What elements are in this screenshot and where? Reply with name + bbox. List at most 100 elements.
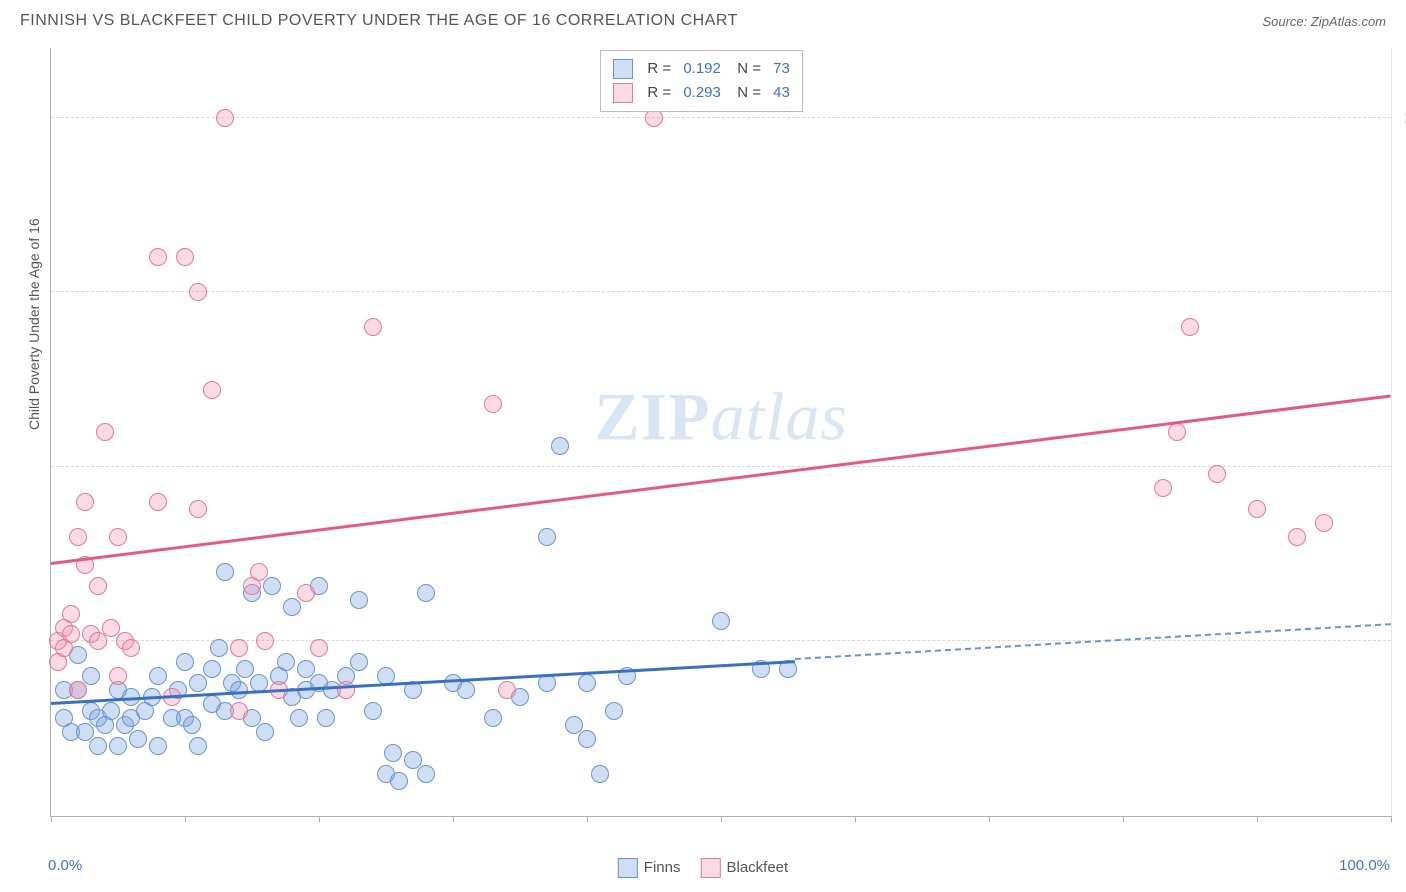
data-point	[230, 639, 248, 657]
data-point	[109, 528, 127, 546]
data-point	[189, 283, 207, 301]
data-point	[62, 625, 80, 643]
data-point	[189, 737, 207, 755]
scatter-chart: ZIPatlas 25.0%50.0%75.0%100.0%R = 0.192 …	[50, 48, 1392, 817]
data-point	[283, 598, 301, 616]
data-point	[297, 584, 315, 602]
x-tick	[1391, 816, 1392, 822]
data-point	[69, 528, 87, 546]
data-point	[149, 667, 167, 685]
data-point	[404, 751, 422, 769]
data-point	[216, 563, 234, 581]
legend-row: R = 0.192 N = 73	[613, 57, 789, 81]
data-point	[364, 702, 382, 720]
gridline	[51, 291, 1391, 292]
data-point	[176, 653, 194, 671]
legend-swatch	[700, 858, 720, 878]
data-point	[122, 639, 140, 657]
data-point	[578, 674, 596, 692]
data-point	[297, 660, 315, 678]
data-point	[578, 730, 596, 748]
data-point	[457, 681, 475, 699]
data-point	[290, 709, 308, 727]
x-tick	[1257, 816, 1258, 822]
gridline	[51, 640, 1391, 641]
data-point	[417, 584, 435, 602]
data-point	[89, 577, 107, 595]
y-axis-label: Child Poverty Under the Age of 16	[26, 218, 42, 430]
legend-n-value: 43	[773, 81, 790, 105]
data-point	[310, 639, 328, 657]
legend-swatch	[613, 59, 633, 79]
data-point	[364, 318, 382, 336]
data-point	[498, 681, 516, 699]
data-point	[62, 605, 80, 623]
legend-item: Finns	[618, 858, 681, 878]
chart-title: FINNISH VS BLACKFEET CHILD POVERTY UNDER…	[20, 12, 738, 30]
correlation-legend: R = 0.192 N = 73R = 0.293 N = 43	[600, 50, 802, 112]
data-point	[1208, 465, 1226, 483]
trend-line	[51, 395, 1391, 565]
gridline	[51, 466, 1391, 467]
x-tick	[721, 816, 722, 822]
legend-r-label: R =	[647, 81, 675, 105]
legend-label: Finns	[644, 859, 681, 876]
legend-n-label: N =	[729, 57, 765, 81]
data-point	[149, 737, 167, 755]
legend-r-value: 0.192	[683, 57, 721, 81]
data-point	[109, 737, 127, 755]
data-point	[183, 716, 201, 734]
x-tick	[1123, 816, 1124, 822]
legend-label: Blackfeet	[726, 859, 788, 876]
data-point	[149, 493, 167, 511]
data-point	[565, 716, 583, 734]
legend-r-label: R =	[647, 57, 675, 81]
legend-item: Blackfeet	[700, 858, 788, 878]
data-point	[109, 667, 127, 685]
legend-n-label: N =	[729, 81, 765, 105]
watermark: ZIPatlas	[594, 377, 848, 456]
data-point	[149, 248, 167, 266]
data-point	[250, 563, 268, 581]
data-point	[102, 702, 120, 720]
data-point	[712, 612, 730, 630]
data-point	[1248, 500, 1266, 518]
data-point	[76, 723, 94, 741]
x-tick	[855, 816, 856, 822]
legend-swatch	[613, 83, 633, 103]
data-point	[256, 632, 274, 650]
data-point	[384, 744, 402, 762]
bottom-legend: Finns Blackfeet	[618, 858, 788, 878]
data-point	[538, 674, 556, 692]
data-point	[538, 528, 556, 546]
data-point	[216, 109, 234, 127]
data-point	[189, 674, 207, 692]
data-point	[96, 423, 114, 441]
data-point	[76, 493, 94, 511]
data-point	[129, 730, 147, 748]
data-point	[605, 702, 623, 720]
data-point	[417, 765, 435, 783]
data-point	[203, 381, 221, 399]
data-point	[1288, 528, 1306, 546]
data-point	[69, 681, 87, 699]
x-tick	[185, 816, 186, 822]
legend-n-value: 73	[773, 57, 790, 81]
data-point	[102, 619, 120, 637]
data-point	[591, 765, 609, 783]
data-point	[317, 709, 335, 727]
data-point	[236, 660, 254, 678]
x-axis-min-label: 0.0%	[48, 857, 82, 874]
x-tick	[51, 816, 52, 822]
gridline	[51, 117, 1391, 118]
data-point	[176, 248, 194, 266]
data-point	[1181, 318, 1199, 336]
data-point	[89, 632, 107, 650]
legend-swatch	[618, 858, 638, 878]
data-point	[277, 653, 295, 671]
data-point	[350, 591, 368, 609]
data-point	[551, 437, 569, 455]
data-point	[350, 653, 368, 671]
trend-line-extrapolated	[795, 624, 1392, 663]
data-point	[263, 577, 281, 595]
